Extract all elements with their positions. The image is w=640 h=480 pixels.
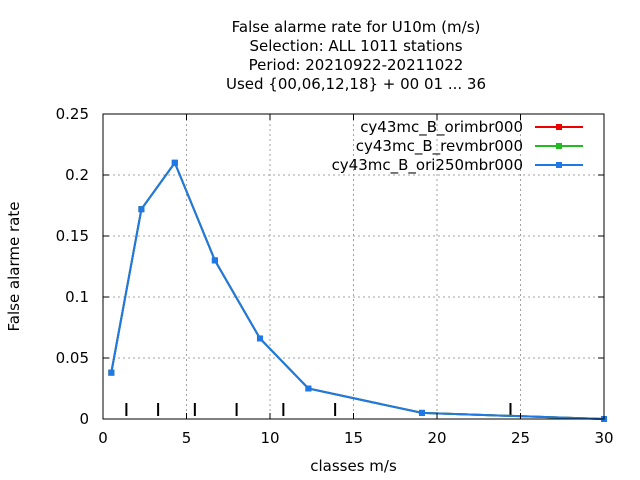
series-line	[110, 160, 605, 420]
legend-label: cy43mc_B_revmbr000	[356, 137, 523, 156]
data-point	[171, 159, 178, 166]
x-tick-label: 10	[260, 429, 279, 447]
title-line: Used {00,06,12,18} + 00 01 ... 36	[226, 75, 486, 93]
y-tick-label: 0.1	[65, 288, 89, 306]
title-line: Period: 20210922-20211022	[249, 56, 464, 74]
grid	[103, 114, 604, 419]
title-line: False alarme rate for U10m (m/s)	[232, 18, 481, 36]
x-tick-label: 20	[427, 429, 446, 447]
chart-title: False alarme rate for U10m (m/s)Selectio…	[226, 18, 486, 93]
y-tick-label: 0	[79, 410, 89, 428]
data-point	[138, 206, 145, 213]
x-tick-label: 0	[98, 429, 108, 447]
y-tick-label: 0.15	[56, 227, 89, 245]
data-point	[256, 335, 263, 342]
series-line	[110, 160, 605, 420]
data-point	[418, 409, 425, 416]
legend-marker	[556, 162, 562, 168]
legend-label: cy43mc_B_orimbr000	[360, 118, 523, 137]
legend-marker	[556, 124, 562, 130]
y-tick-label: 0.05	[56, 349, 89, 367]
x-tick-label: 15	[344, 429, 363, 447]
y-tick-label: 0.25	[56, 105, 89, 123]
series-line	[110, 160, 605, 420]
data-point	[108, 369, 115, 376]
axis-ticks: 0 5 10 15 20 25 30 0 0.05 0.1 0.15 0.2 0.25	[56, 105, 614, 447]
legend-marker	[556, 143, 562, 149]
series-lines	[108, 159, 607, 422]
x-tick-label: 25	[511, 429, 530, 447]
data-point	[305, 385, 312, 392]
x-tick-label: 30	[594, 429, 613, 447]
x-tick-label: 5	[182, 429, 192, 447]
class-markers	[125, 403, 512, 416]
data-point	[211, 257, 218, 264]
legend-label: cy43mc_B_ori250mbr000	[332, 156, 523, 175]
title-line: Selection: ALL 1011 stations	[249, 37, 462, 55]
legend: cy43mc_B_orimbr000cy43mc_B_revmbr000cy43…	[332, 118, 583, 175]
x-axis-label: classes m/s	[310, 457, 397, 475]
y-axis-label: False alarme rate	[5, 202, 23, 332]
y-tick-label: 0.2	[65, 166, 89, 184]
